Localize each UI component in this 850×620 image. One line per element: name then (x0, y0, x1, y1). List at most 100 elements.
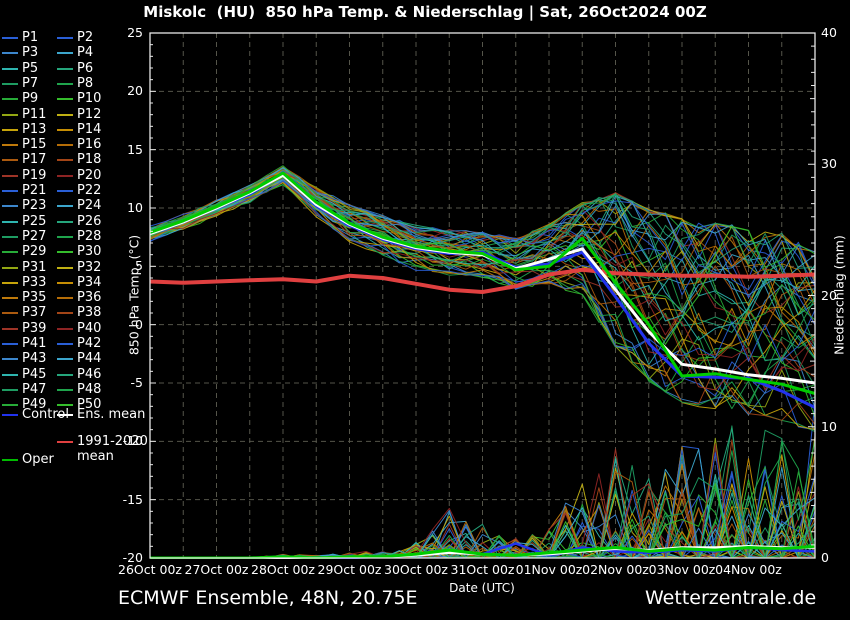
legend-label: P45 (22, 366, 47, 382)
member-swatch (2, 128, 18, 131)
temp-tick-label: 20 (127, 83, 143, 99)
date-tick-label: 26Oct 00z (118, 562, 182, 577)
member-swatch (2, 281, 18, 284)
legend-label: P32 (77, 259, 102, 275)
member-swatch (57, 220, 73, 223)
member-swatch (57, 144, 73, 147)
ens-mean-swatch (57, 414, 73, 416)
legend-label: P1 (22, 30, 39, 45)
member-swatch (2, 388, 18, 391)
legend-label: P19 (22, 167, 47, 183)
member-swatch (2, 37, 18, 39)
date-tick-label: 31Oct 00z (450, 562, 515, 577)
precip-tick-label: 10 (821, 418, 837, 434)
member-swatch (57, 373, 73, 376)
member-swatch (57, 266, 73, 269)
temp-tick-label: -5 (130, 375, 143, 390)
member-swatch (57, 190, 73, 192)
date-tick-label: 30Oct 00z (384, 562, 448, 577)
precip-tick-label: 0 (821, 550, 829, 565)
legend-label: P12 (77, 106, 102, 122)
member-swatch (2, 327, 18, 330)
member-swatch (57, 174, 73, 177)
legend-label: P25 (22, 213, 47, 229)
temp-tick-label: 5 (135, 258, 143, 274)
member-swatch (2, 113, 18, 116)
legend-label: P20 (77, 167, 102, 183)
date-tick-label: 29Oct 00z (317, 562, 382, 577)
legend-label: P17 (22, 152, 47, 168)
legend-label: P16 (77, 137, 102, 153)
temp-tick-label: 10 (127, 200, 143, 215)
member-swatch (2, 358, 18, 361)
legend-label: P4 (77, 45, 94, 61)
precip-tick-label: 40 (821, 25, 837, 40)
precip-tick-label: 20 (821, 287, 837, 303)
member-swatch (2, 98, 18, 101)
legend-label: P26 (77, 213, 102, 229)
legend-label: P46 (77, 366, 102, 382)
member-swatch (2, 312, 18, 315)
member-swatch (57, 343, 73, 345)
member-swatch (57, 312, 73, 315)
member-swatch (2, 266, 18, 269)
member-swatch (2, 67, 18, 70)
date-tick-label: 28Oct 00z (251, 562, 315, 577)
member-swatch (57, 67, 73, 70)
chart-title: Miskolc (HU) 850 hPa Temp. & Niederschla… (143, 3, 707, 21)
legend-label: P41 (22, 336, 47, 351)
legend-label: Ens. mean (77, 407, 146, 422)
member-swatch (2, 373, 18, 376)
member-swatch (57, 82, 73, 85)
temp-tick-label: -20 (122, 550, 143, 565)
member-swatch (2, 205, 18, 208)
member-swatch (57, 251, 73, 254)
x-axis-label: Date (UTC) (449, 581, 515, 595)
member-swatch (57, 327, 73, 330)
legend-label: P7 (22, 75, 39, 91)
member-swatch (2, 220, 18, 223)
legend-label: P14 (77, 121, 102, 137)
member-swatch (57, 128, 73, 131)
legend-label: P3 (22, 45, 39, 61)
member-swatch (2, 251, 18, 254)
precip-tick-label: 30 (821, 156, 837, 172)
legend-label: P48 (77, 381, 102, 397)
member-swatch (57, 388, 73, 391)
legend-label: 1991-2020 mean (77, 434, 148, 464)
temp-tick-label: -15 (122, 491, 143, 507)
member-swatch (57, 98, 73, 101)
member-swatch (57, 52, 73, 55)
legend-label: P23 (22, 198, 47, 214)
legend-label: P38 (77, 305, 102, 321)
oper-swatch (2, 459, 18, 461)
legend-label: P2 (77, 30, 94, 45)
date-tick-label: 01Nov 00z (515, 562, 583, 577)
temp-tick-label: -10 (122, 433, 143, 449)
member-swatch (2, 174, 18, 177)
legend-label: P39 (22, 320, 47, 336)
legend-label: P42 (77, 336, 102, 351)
member-swatch (2, 159, 18, 162)
date-tick-label: 03Nov 00z (648, 562, 716, 577)
member-swatch (57, 205, 73, 208)
legend-label: P28 (77, 228, 102, 244)
legend-label: P22 (77, 183, 102, 198)
member-swatch (57, 297, 73, 300)
member-swatch (2, 190, 18, 192)
footer-model-info: ECMWF Ensemble, 48N, 20.75E (118, 587, 418, 609)
legend-label: P47 (22, 381, 47, 397)
temp-tick-label: 0 (135, 316, 143, 332)
member-swatch (57, 235, 73, 238)
member-swatch (2, 343, 18, 345)
legend-label: Oper (22, 452, 54, 467)
legend-label: P24 (77, 198, 102, 214)
legend-label: P5 (22, 60, 39, 76)
member-swatch (2, 297, 18, 300)
legend-label: P49 (22, 397, 47, 413)
legend-label: Control (22, 407, 69, 422)
member-swatch (2, 235, 18, 238)
member-swatch (2, 52, 18, 55)
ensemble-legend: Control Ens. mean 1991-2020 mean Oper P1… (0, 0, 150, 480)
footer-site-name: Wetterzentrale.de (645, 587, 817, 609)
